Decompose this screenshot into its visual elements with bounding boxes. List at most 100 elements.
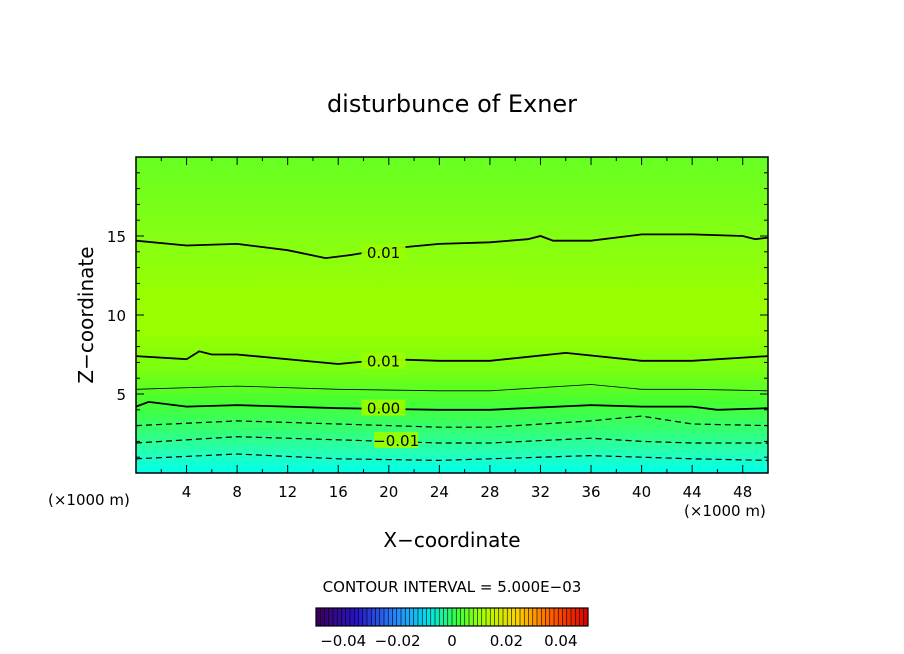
colorbar xyxy=(315,607,589,627)
contour-label: 0.01 xyxy=(367,244,400,262)
contour-line xyxy=(136,233,768,260)
colorbar-tick-label: 0 xyxy=(447,632,457,650)
x-tick-label: 20 xyxy=(379,483,398,501)
x-tick-label: 32 xyxy=(531,483,550,501)
x-tick-label: 16 xyxy=(329,483,348,501)
contour-label: 0.01 xyxy=(367,353,400,371)
colorbar-swatch xyxy=(362,608,368,626)
y-tick-label: 15 xyxy=(107,228,126,246)
colorbar-swatch xyxy=(320,608,325,626)
contour-labels: −0.01 0.00 0.01 0.01 xyxy=(361,243,419,450)
colorbar-swatch xyxy=(494,608,500,626)
colorbar-swatch xyxy=(447,608,453,626)
colorbar-swatch xyxy=(520,608,525,626)
colorbar-swatch xyxy=(354,608,359,626)
colorbar-swatch xyxy=(452,608,457,626)
colorbar-swatch xyxy=(541,608,546,626)
colorbar-swatch xyxy=(469,608,474,626)
colorbar-swatch xyxy=(579,608,585,626)
colorbar-swatch xyxy=(554,608,559,626)
contour-label-background xyxy=(361,352,406,369)
colorbar-swatch xyxy=(443,608,449,626)
colorbar-swatch xyxy=(549,608,555,626)
colorbar-swatch xyxy=(435,608,440,626)
contour-line xyxy=(136,400,768,411)
colorbar-swatch xyxy=(486,608,491,626)
colorbar-swatch xyxy=(367,608,372,626)
y-tick-label: 10 xyxy=(107,307,126,325)
colorbar-swatch xyxy=(503,608,508,626)
contour-interval-label: CONTOUR INTERVAL = 5.000E−03 xyxy=(323,578,582,596)
colorbar-swatch xyxy=(566,608,572,626)
colorbar-swatch xyxy=(388,608,393,626)
x-tick-label: 24 xyxy=(430,483,449,501)
colorbar-tick-label: 0.02 xyxy=(490,632,523,650)
colorbar-tick-labels: −0.04 −0.02 0 0.02 0.04 xyxy=(320,632,577,650)
contour-label: −0.01 xyxy=(373,432,419,450)
contour-line xyxy=(136,436,768,444)
colorbar-swatch xyxy=(345,608,351,626)
contour-label-background xyxy=(361,399,406,416)
x-tick-label: 48 xyxy=(733,483,752,501)
y-tick-label: 5 xyxy=(116,386,126,404)
colorbar-tick-label: −0.04 xyxy=(320,632,366,650)
x-tick-label: 28 xyxy=(480,483,499,501)
colorbar-swatch xyxy=(562,608,568,626)
colorbar-swatch xyxy=(333,608,338,626)
colorbar-swatch xyxy=(528,608,534,626)
colorbar-swatch xyxy=(524,608,529,626)
contour-label-background xyxy=(374,432,419,449)
x-tick-label: 40 xyxy=(632,483,651,501)
colorbar-swatch xyxy=(405,608,410,626)
colorbar-swatch xyxy=(511,608,517,626)
chart-title: disturbunce of Exner xyxy=(327,90,577,118)
colorbar-frame xyxy=(315,607,589,627)
colorbar-swatch xyxy=(328,608,334,626)
contour-label: 0.00 xyxy=(367,400,400,418)
colorbar-swatch xyxy=(350,608,355,626)
colorbar-swatch xyxy=(337,608,342,626)
colorbar-swatch xyxy=(392,608,398,626)
colorbar-swatch xyxy=(426,608,432,626)
colorbar-swatch xyxy=(375,608,381,626)
colorbar-swatch xyxy=(490,608,495,626)
colorbar-swatch xyxy=(507,608,512,626)
colorbar-swatch xyxy=(571,608,576,626)
colorbar-swatch xyxy=(575,608,580,626)
colorbar-tick-label: 0.04 xyxy=(544,632,577,650)
colorbar-swatch xyxy=(341,608,347,626)
x-axis-label: X−coordinate xyxy=(383,528,520,552)
colorbar-swatch xyxy=(460,608,466,626)
colorbar-swatch xyxy=(456,608,461,626)
x-tick-label: 12 xyxy=(278,483,297,501)
contour-line xyxy=(136,415,768,428)
colorbar-tick-label: −0.02 xyxy=(375,632,421,650)
colorbar-swatch xyxy=(371,608,376,626)
colorbar-swatch xyxy=(583,608,589,626)
contour-label-background xyxy=(361,243,406,260)
contour-line xyxy=(136,384,768,392)
x-unit-left: (×1000 m) xyxy=(48,491,130,509)
colorbar-swatch xyxy=(379,608,385,626)
x-unit-right: (×1000 m) xyxy=(684,502,766,520)
colorbar-swatch xyxy=(473,608,478,626)
colorbar-swatch xyxy=(401,608,406,626)
colorbar-swatch xyxy=(558,608,563,626)
x-tick-label: 8 xyxy=(232,483,242,501)
colorbar-swatch xyxy=(532,608,538,626)
colorbar-swatch xyxy=(439,608,444,626)
colorbar-swatch xyxy=(515,608,521,626)
colorbar-swatch xyxy=(409,608,415,626)
colorbar-swatch xyxy=(430,608,436,626)
colorbar-swatch xyxy=(396,608,402,626)
colorbar-swatch xyxy=(418,608,423,626)
colorbar-swatch xyxy=(545,608,551,626)
y-axis-label: Z−coordinate xyxy=(74,246,98,383)
x-tick-label: 4 xyxy=(182,483,192,501)
colorbar-swatch xyxy=(481,608,487,626)
x-axis-ticks: 4 8 12 16 20 24 28 32 36 40 44 48 xyxy=(160,157,752,501)
plot-background xyxy=(136,157,768,473)
x-tick-label: 36 xyxy=(581,483,600,501)
y-axis-ticks: 5 10 15 xyxy=(107,172,768,458)
